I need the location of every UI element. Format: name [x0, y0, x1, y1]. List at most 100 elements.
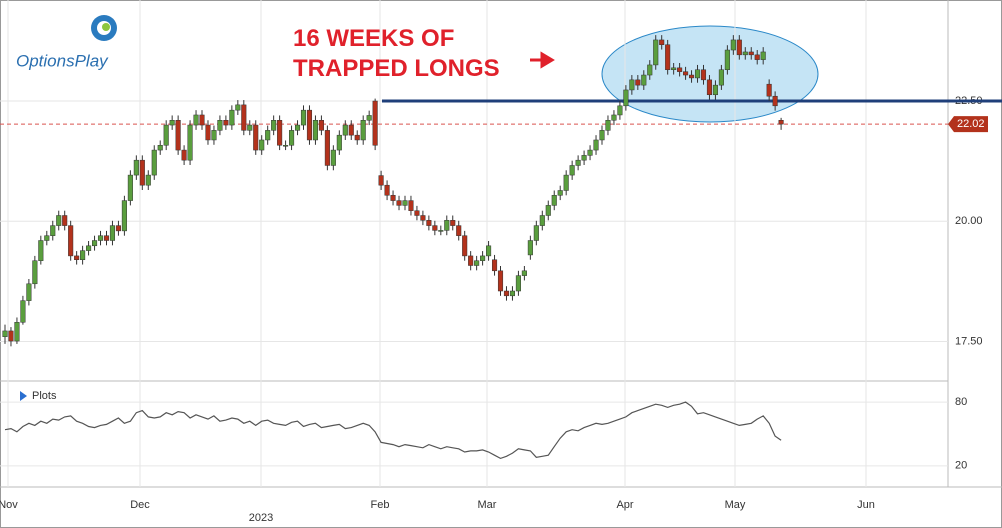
candle-body	[671, 67, 677, 70]
candle-body	[145, 174, 151, 186]
candle-body	[700, 69, 707, 81]
candle-body	[115, 225, 121, 232]
candle-body	[193, 114, 199, 126]
x-tick-label: Dec	[130, 499, 150, 511]
candle-body	[497, 270, 504, 292]
candle-body	[742, 51, 748, 56]
candle-body	[503, 290, 510, 297]
candle-body	[318, 120, 324, 131]
candle-body	[348, 124, 354, 136]
candle-body	[354, 134, 360, 141]
candle-body	[462, 235, 468, 257]
x-tick-label: Nov	[0, 499, 18, 511]
candle-body	[330, 149, 336, 166]
candle-body	[491, 259, 498, 272]
candle-body	[26, 283, 32, 301]
candle-body	[271, 120, 277, 131]
candle-body	[157, 145, 163, 151]
candle-body	[396, 200, 402, 206]
candle-body	[444, 220, 450, 231]
candle-body	[605, 120, 611, 131]
candle-body	[527, 240, 533, 256]
candle-body	[754, 54, 760, 60]
candle-body	[265, 130, 271, 141]
candle-body	[360, 120, 366, 141]
candle-body	[80, 250, 86, 260]
candle-body	[336, 134, 342, 151]
logo-text: OptionsPlay	[16, 51, 109, 70]
candle-body	[509, 290, 515, 297]
candle-body	[581, 155, 587, 161]
candle-body	[324, 130, 330, 166]
candle-body	[109, 225, 116, 241]
candle-body	[44, 235, 50, 241]
annotation-line: TRAPPED LONGS	[293, 55, 500, 82]
candle-body	[378, 175, 384, 186]
candle-body	[486, 245, 492, 257]
x-tick-label: Jun	[857, 499, 875, 511]
candle-body	[611, 114, 617, 121]
x-tick-label: Feb	[371, 499, 390, 511]
candle-body	[8, 330, 14, 342]
candle-body	[312, 120, 318, 141]
candle-body	[253, 124, 259, 151]
candle-body	[551, 195, 557, 206]
candle-body	[169, 120, 175, 126]
candle-body	[426, 220, 432, 226]
candle-body	[689, 74, 695, 79]
candle-body	[283, 145, 289, 147]
candle-body	[97, 235, 104, 241]
candle-body	[163, 124, 169, 146]
candle-body	[289, 130, 295, 146]
candle-body	[557, 190, 563, 196]
candle-body	[294, 124, 301, 131]
candle-body	[133, 159, 139, 176]
candle-body	[211, 130, 217, 141]
y-tick-label: 17.50	[955, 335, 983, 347]
candle-body	[151, 149, 157, 176]
candle-body	[778, 120, 784, 125]
arrow	[530, 51, 555, 69]
last-price-tag	[948, 116, 988, 133]
annotation-line: 16 WEEKS OF	[293, 25, 454, 52]
candle-body	[366, 115, 372, 121]
candle-body	[390, 195, 396, 201]
candle-body	[38, 240, 44, 261]
candle-body	[384, 184, 390, 196]
candle-body	[432, 225, 438, 231]
candle-body	[677, 67, 683, 72]
candle-body	[593, 139, 599, 151]
candle-body	[623, 89, 629, 107]
candle-body	[438, 230, 444, 232]
candle-body	[533, 225, 539, 241]
candle-body	[103, 235, 110, 241]
candle-body	[187, 124, 193, 161]
candle-body	[539, 215, 545, 226]
annotation: 16 WEEKS OF TRAPPED LONGS	[293, 25, 500, 82]
candle-body	[175, 120, 181, 151]
candle-body	[665, 44, 671, 70]
candle-body	[20, 300, 26, 323]
candle-body	[68, 225, 74, 257]
candle-body	[474, 260, 480, 266]
candle-body	[659, 39, 665, 45]
candle-body	[32, 260, 38, 285]
indicator-line	[4, 401, 782, 460]
candle-body	[372, 100, 378, 146]
candle-body	[456, 225, 462, 236]
candle-body	[342, 124, 348, 136]
candle-body	[181, 149, 187, 161]
candle-body	[468, 255, 474, 266]
candle-body	[760, 51, 766, 60]
candle-body	[730, 39, 736, 51]
x-tick-label: Mar	[478, 499, 497, 511]
collapse-icon	[20, 391, 27, 401]
candle-body	[515, 275, 521, 292]
candle-body	[647, 64, 653, 76]
candle-body	[408, 200, 414, 211]
candle-body	[545, 205, 551, 216]
logo-icon	[102, 23, 110, 31]
candle-body	[569, 165, 575, 176]
candle-body	[629, 79, 635, 91]
